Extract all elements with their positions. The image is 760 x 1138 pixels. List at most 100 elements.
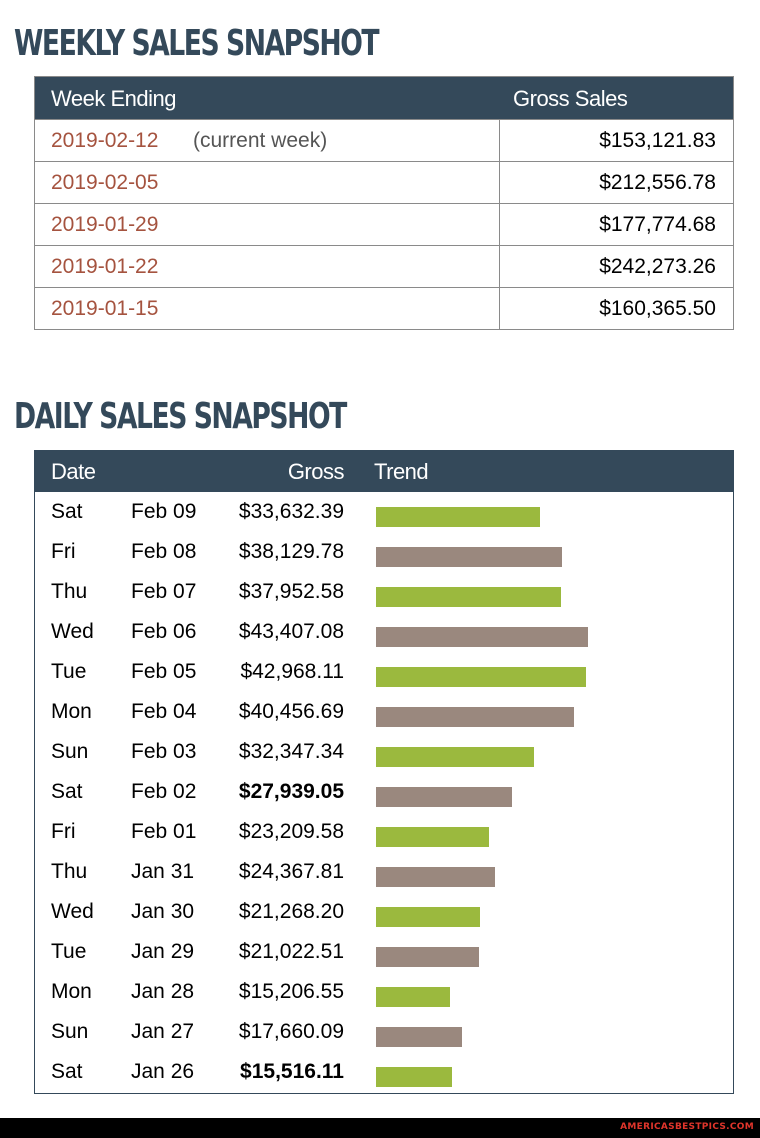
day-date: Feb 06	[131, 620, 197, 643]
table-row: Fri Feb 08 $38,129.78	[35, 532, 733, 572]
table-row: Sat Feb 09 $33,632.39	[35, 492, 733, 532]
day-gross: $21,268.20	[238, 900, 344, 923]
table-row: Wed Jan 30 $21,268.20	[35, 892, 733, 932]
weekly-table-header: Week Ending Gross Sales	[35, 77, 733, 119]
table-row: 2019-02-12 (current week) $153,121.83	[35, 119, 733, 161]
day-name: Fri	[51, 540, 76, 563]
date-header: Date	[51, 459, 96, 484]
table-row: Sun Feb 03 $32,347.34	[35, 732, 733, 772]
day-name: Wed	[51, 620, 94, 643]
table-row: Sat Jan 26 $15,516.11	[35, 1052, 733, 1092]
trend-bar	[376, 547, 562, 567]
trend-bar	[376, 507, 540, 527]
day-gross: $43,407.08	[238, 620, 344, 643]
table-row: 2019-01-22 $242,273.26	[35, 245, 733, 287]
trend-bar	[376, 747, 534, 767]
day-date: Feb 01	[131, 820, 197, 843]
table-row: 2019-01-15 $160,365.50	[35, 287, 733, 329]
week-ending-header: Week Ending	[51, 86, 176, 111]
daily-rows: Sat Feb 09 $33,632.39 Fri Feb 08 $38,129.78 Th…	[35, 492, 733, 1092]
trend-bar	[376, 707, 574, 727]
week-date: 2019-02-12	[51, 129, 159, 152]
trend-bar	[376, 587, 561, 607]
day-name: Mon	[51, 980, 92, 1003]
table-row: Tue Feb 05 $42,968.11	[35, 652, 733, 692]
week-note: (current week)	[193, 129, 328, 152]
day-gross: $17,660.09	[238, 1020, 344, 1043]
day-date: Feb 03	[131, 740, 197, 763]
table-row: 2019-02-05 $212,556.78	[35, 161, 733, 203]
trend-bar	[376, 787, 512, 807]
day-gross: $32,347.34	[238, 740, 344, 763]
day-date: Jan 29	[131, 940, 195, 963]
trend-bar	[376, 1067, 452, 1087]
trend-header: Trend	[374, 459, 429, 484]
day-name: Thu	[51, 580, 88, 603]
week-amount: $160,365.50	[599, 297, 716, 320]
day-date: Jan 31	[131, 860, 195, 883]
table-row: Fri Feb 01 $23,209.58	[35, 812, 733, 852]
day-date: Jan 30	[131, 900, 195, 923]
week-date: 2019-02-05	[51, 171, 159, 194]
weekly-sales-table: Week Ending Gross Sales 2019-02-12 (curr…	[34, 76, 734, 330]
week-date: 2019-01-22	[51, 255, 159, 278]
day-date: Feb 05	[131, 660, 197, 683]
day-gross: $24,367.81	[238, 860, 344, 883]
day-name: Fri	[51, 820, 76, 843]
table-row: Mon Feb 04 $40,456.69	[35, 692, 733, 732]
day-gross: $40,456.69	[238, 700, 344, 723]
day-name: Sat	[51, 500, 83, 523]
day-name: Sat	[51, 1060, 83, 1083]
day-gross: $37,952.58	[238, 580, 344, 603]
day-gross: $15,206.55	[238, 980, 344, 1003]
day-date: Feb 08	[131, 540, 197, 563]
day-gross: $23,209.58	[238, 820, 344, 843]
week-amount: $212,556.78	[599, 171, 716, 194]
day-gross: $42,968.11	[240, 660, 344, 683]
trend-bar	[376, 627, 588, 647]
day-gross: $33,632.39	[238, 500, 344, 523]
day-date: Jan 27	[131, 1020, 195, 1043]
day-gross: $38,129.78	[238, 540, 344, 563]
table-row: Thu Jan 31 $24,367.81	[35, 852, 733, 892]
day-gross: $27,939.05	[238, 780, 344, 803]
table-row: Mon Jan 28 $15,206.55	[35, 972, 733, 1012]
gross-header: Gross	[287, 459, 345, 484]
trend-bar	[376, 1027, 462, 1047]
table-row: Thu Feb 07 $37,952.58	[35, 572, 733, 612]
day-date: Feb 07	[131, 580, 197, 603]
day-name: Wed	[51, 900, 94, 923]
watermark-bar: AMERICASBESTPICS.COM	[0, 1118, 760, 1138]
week-amount: $242,273.26	[599, 255, 716, 278]
day-name: Tue	[51, 940, 87, 963]
watermark-text: AMERICASBESTPICS.COM	[620, 1122, 754, 1132]
trend-bar	[376, 947, 479, 967]
trend-bar	[376, 987, 450, 1007]
table-row: Tue Jan 29 $21,022.51	[35, 932, 733, 972]
gross-sales-header: Gross Sales	[513, 86, 628, 111]
week-date: 2019-01-29	[51, 213, 159, 236]
daily-title: DAILY SALES SNAPSHOT	[14, 396, 347, 437]
daily-table-header: Date Gross Trend	[35, 451, 733, 492]
day-date: Feb 04	[131, 700, 197, 723]
day-date: Feb 02	[131, 780, 197, 803]
week-amount: $177,774.68	[599, 213, 716, 236]
table-row: Sat Feb 02 $27,939.05	[35, 772, 733, 812]
trend-bar	[376, 867, 495, 887]
weekly-title: WEEKLY SALES SNAPSHOT	[14, 23, 380, 64]
daily-sales-table: Date Gross Trend Sat Feb 09 $33,632.39 Fri F…	[34, 450, 734, 1094]
day-date: Jan 26	[131, 1060, 195, 1083]
table-row: 2019-01-29 $177,774.68	[35, 203, 733, 245]
week-amount: $153,121.83	[599, 129, 716, 152]
day-name: Sun	[51, 1020, 89, 1043]
day-date: Jan 28	[131, 980, 195, 1003]
day-name: Sat	[51, 780, 83, 803]
trend-bar	[376, 667, 586, 687]
table-row: Wed Feb 06 $43,407.08	[35, 612, 733, 652]
trend-bar	[376, 827, 489, 847]
day-name: Tue	[51, 660, 87, 683]
day-gross: $15,516.11	[240, 1060, 344, 1083]
day-name: Thu	[51, 860, 88, 883]
day-date: Feb 09	[131, 500, 197, 523]
day-gross: $21,022.51	[238, 940, 344, 963]
